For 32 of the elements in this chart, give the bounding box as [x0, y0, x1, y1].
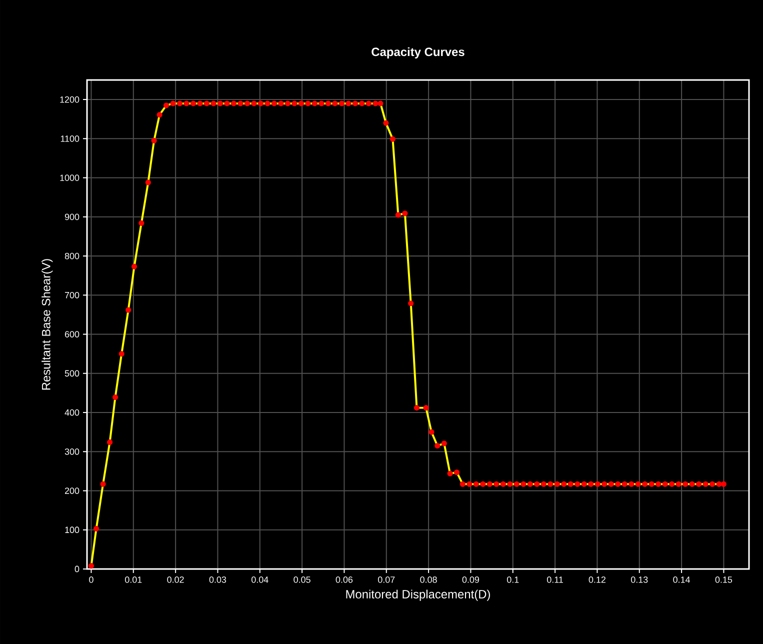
x-tick-label: 0.12: [588, 576, 606, 583]
y-tick-label: 800: [64, 252, 80, 260]
x-axis-title: Monitored Displacement(D): [346, 590, 490, 601]
y-tick-label: 1000: [60, 174, 80, 181]
y-tick-label: 300: [64, 448, 80, 455]
x-tick-label: 0.08: [420, 576, 437, 583]
chart-title: Capacity Curves: [372, 47, 464, 58]
x-tick-label: 0: [89, 576, 94, 583]
x-tick-label: 0.07: [378, 576, 395, 583]
x-tick-label: 0.13: [631, 576, 648, 583]
y-tick-label: 400: [64, 409, 80, 416]
x-tick-label: 0.11: [547, 576, 563, 583]
y-tick-label: 600: [64, 331, 80, 338]
x-tick-label: 0.01: [125, 576, 142, 583]
x-tick-label: 0.04: [252, 576, 268, 583]
x-tick-label: 0.09: [462, 576, 480, 583]
x-tick-label: 0.15: [715, 576, 732, 583]
y-tick-label: 700: [64, 292, 80, 298]
y-tick-label: 0: [74, 566, 80, 572]
y-tick-label: 1100: [60, 135, 80, 142]
x-tick-label: 0.06: [336, 576, 353, 583]
x-tick-label: 0.02: [167, 576, 184, 583]
y-axis-title: Resultant Base Shear(V): [42, 259, 53, 390]
y-tick-label: 900: [64, 214, 80, 220]
x-tick-label: 0.05: [294, 576, 310, 583]
x-tick-label: 0.14: [673, 576, 690, 583]
y-tick-label: 1200: [60, 96, 80, 103]
y-tick-label: 100: [65, 526, 80, 534]
x-tick-label: 0.03: [209, 576, 226, 583]
y-tick-label: 200: [64, 488, 80, 494]
y-tick-label: 500: [64, 370, 80, 377]
x-tick-label: 0.1: [506, 576, 519, 583]
